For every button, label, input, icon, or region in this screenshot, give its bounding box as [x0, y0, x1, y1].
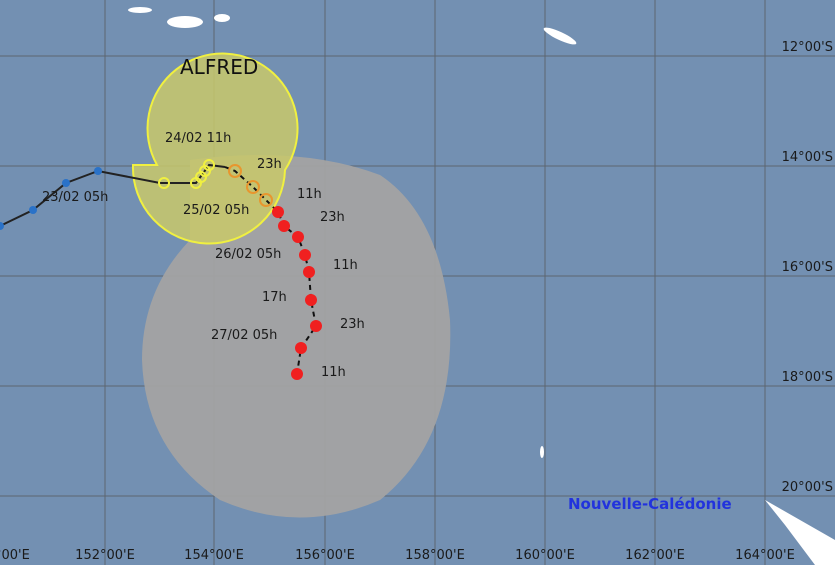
orange-points: [228, 164, 273, 207]
track-label: 23h: [257, 157, 282, 172]
lon-label: 152°00'E: [75, 548, 135, 563]
track-label: 11h: [333, 258, 358, 273]
track-label: 23h: [340, 317, 365, 332]
lat-label: 14°00'S: [781, 150, 833, 165]
uncertainty-cone: [142, 155, 451, 518]
lat-label: 20°00'S: [781, 480, 833, 495]
lon-label: 160°00'E: [515, 548, 575, 563]
storm-name: ALFRED: [180, 55, 259, 79]
track-label: 26/02 05h: [215, 247, 282, 262]
lon-label: 154°00'E: [184, 548, 244, 563]
land: [128, 7, 835, 565]
yellow-points: [158, 159, 215, 189]
lon-label: 162°00'E: [625, 548, 685, 563]
track-label: 11h: [297, 187, 322, 202]
new-caledonia-land: [765, 500, 835, 565]
track-label: 17h: [262, 290, 287, 305]
track-label: 25/02 05h: [183, 203, 250, 218]
track-label: 24/02 11h: [165, 131, 232, 146]
past-points: [0, 167, 102, 230]
lon-label: 158°00'E: [405, 548, 465, 563]
track-label: 23/02 05h: [42, 190, 109, 205]
lon-label: 150°00'E: [0, 548, 30, 563]
red-points: [272, 206, 322, 380]
lon-label: 156°00'E: [295, 548, 355, 563]
track-label: 11h: [321, 365, 346, 380]
yellow-zone: [131, 52, 299, 245]
track-label: 23h: [320, 210, 345, 225]
lat-label: 16°00'S: [781, 260, 833, 275]
lat-label: 12°00'S: [781, 40, 833, 55]
lat-label: 18°00'S: [781, 370, 833, 385]
past-track: [0, 163, 226, 227]
track-label: 27/02 05h: [211, 328, 278, 343]
region-label: Nouvelle-Calédonie: [568, 495, 732, 513]
lon-label: 164°00'E: [735, 548, 795, 563]
